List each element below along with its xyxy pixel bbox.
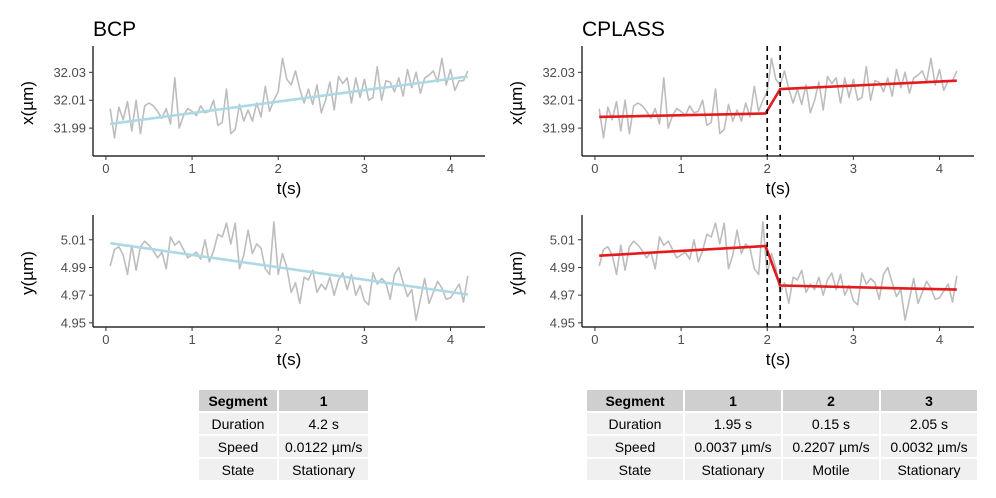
- trajectory-line: [109, 57, 469, 139]
- y-axis-title: x(µm): [507, 81, 526, 125]
- y-tick-label: 4.95: [61, 315, 86, 330]
- table-row: State Stationary Motile Stationary: [587, 459, 977, 480]
- fit-line: [599, 244, 957, 291]
- y-axis-title: x(µm): [18, 81, 37, 125]
- y-tick-label: 4.99: [61, 260, 86, 275]
- y-tick-label: 32.03: [542, 65, 575, 80]
- y-axis-title: y(µm): [18, 251, 37, 295]
- x-tick-label: 1: [677, 161, 684, 176]
- table-cell: 0.0037 µm/s: [685, 436, 781, 457]
- x-tick-label: 1: [188, 161, 195, 176]
- table-cell: 0.2207 µm/s: [783, 436, 879, 457]
- table-cell: Stationary: [881, 459, 977, 480]
- x-tick-label: 4: [447, 161, 454, 176]
- panel-2: CPLASS 0 1 2 3 4 31.99 32.01 32.03 t(s) x(µm): [507, 18, 974, 198]
- table-header-cell: 1: [279, 390, 369, 411]
- table-cell: Duration: [199, 413, 277, 434]
- cplass-segment-table: Segment 1 2 3 Duration 1.95 s 0.15 s 2.0…: [585, 388, 979, 482]
- x-axis-title: t(s): [766, 179, 791, 198]
- table-row: Speed 0.0037 µm/s 0.2207 µm/s 0.0032 µm/…: [587, 436, 977, 457]
- table-row: State Stationary: [199, 459, 369, 480]
- y-tick-label: 5.01: [550, 232, 575, 247]
- y-tick-label: 32.01: [53, 93, 86, 108]
- x-tick-label: 4: [936, 161, 943, 176]
- y-tick-label: 31.99: [53, 121, 86, 136]
- table-cell: Speed: [199, 436, 277, 457]
- x-tick-label: 4: [936, 332, 943, 347]
- table-header-cell: Segment: [199, 390, 277, 411]
- y-tick-label: 5.01: [61, 232, 86, 247]
- fit-line: [110, 75, 468, 126]
- x-tick-label: 2: [275, 161, 282, 176]
- table-row: Duration 4.2 s: [199, 413, 369, 434]
- y-tick-label: 4.97: [550, 288, 575, 303]
- table-cell: State: [587, 459, 683, 480]
- table-cell: 4.2 s: [279, 413, 369, 434]
- y-tick-label: 31.99: [542, 121, 575, 136]
- table-cell: Stationary: [685, 459, 781, 480]
- table-header-cell: 3: [881, 390, 977, 411]
- table-cell: 0.15 s: [783, 413, 879, 434]
- y-tick-label: 4.97: [61, 288, 86, 303]
- table-cell: State: [199, 459, 277, 480]
- table-cell: 0.0032 µm/s: [881, 436, 977, 457]
- fit-line: [110, 241, 468, 296]
- y-axis-title: y(µm): [507, 251, 526, 295]
- panel-0: BCP 0 1 2 3 4 31.99 32.01 32.03 t(s) x(µm): [18, 18, 485, 198]
- panel-1: 0 1 2 3 4 4.95 4.97 4.99 5.01 t(s) y(µm): [18, 215, 485, 369]
- x-tick-label: 3: [361, 161, 368, 176]
- x-tick-label: 2: [764, 332, 771, 347]
- table-cell: 0.0122 µm/s: [279, 436, 369, 457]
- panel-title: BCP: [93, 18, 136, 41]
- table-cell: 2.05 s: [881, 413, 977, 434]
- x-tick-label: 3: [850, 161, 857, 176]
- x-tick-label: 3: [850, 332, 857, 347]
- trajectory-line: [598, 221, 958, 321]
- x-tick-label: 0: [102, 161, 109, 176]
- trajectory-line: [109, 221, 469, 321]
- x-tick-label: 2: [764, 161, 771, 176]
- x-tick-label: 2: [275, 332, 282, 347]
- x-axis-title: t(s): [277, 179, 302, 198]
- x-tick-label: 1: [188, 332, 195, 347]
- y-tick-label: 32.01: [542, 93, 575, 108]
- x-tick-label: 4: [447, 332, 454, 347]
- table-cell: Stationary: [279, 459, 369, 480]
- y-tick-label: 4.99: [550, 260, 575, 275]
- x-axis-title: t(s): [277, 350, 302, 369]
- y-tick-label: 4.95: [550, 315, 575, 330]
- y-tick-label: 32.03: [53, 65, 86, 80]
- table-cell: Duration: [587, 413, 683, 434]
- trajectory-line: [598, 57, 958, 139]
- table-header-cell: 2: [783, 390, 879, 411]
- table-row: Speed 0.0122 µm/s: [199, 436, 369, 457]
- x-tick-label: 0: [102, 332, 109, 347]
- table-cell: 1.95 s: [685, 413, 781, 434]
- table-cell: Speed: [587, 436, 683, 457]
- x-tick-label: 3: [361, 332, 368, 347]
- table-row: Duration 1.95 s 0.15 s 2.05 s: [587, 413, 977, 434]
- x-axis-title: t(s): [766, 350, 791, 369]
- table-header-cell: 1: [685, 390, 781, 411]
- x-tick-label: 0: [591, 161, 598, 176]
- table-header-cell: Segment: [587, 390, 683, 411]
- table-cell: Motile: [783, 459, 879, 480]
- fit-line: [599, 79, 957, 119]
- x-tick-label: 0: [591, 332, 598, 347]
- panel-title: CPLASS: [582, 18, 665, 41]
- bcp-segment-table: Segment 1 Duration 4.2 s Speed 0.0122 µm…: [197, 388, 370, 482]
- x-tick-label: 1: [677, 332, 684, 347]
- panel-3: 0 1 2 3 4 4.95 4.97 4.99 5.01 t(s) y(µm): [507, 215, 974, 369]
